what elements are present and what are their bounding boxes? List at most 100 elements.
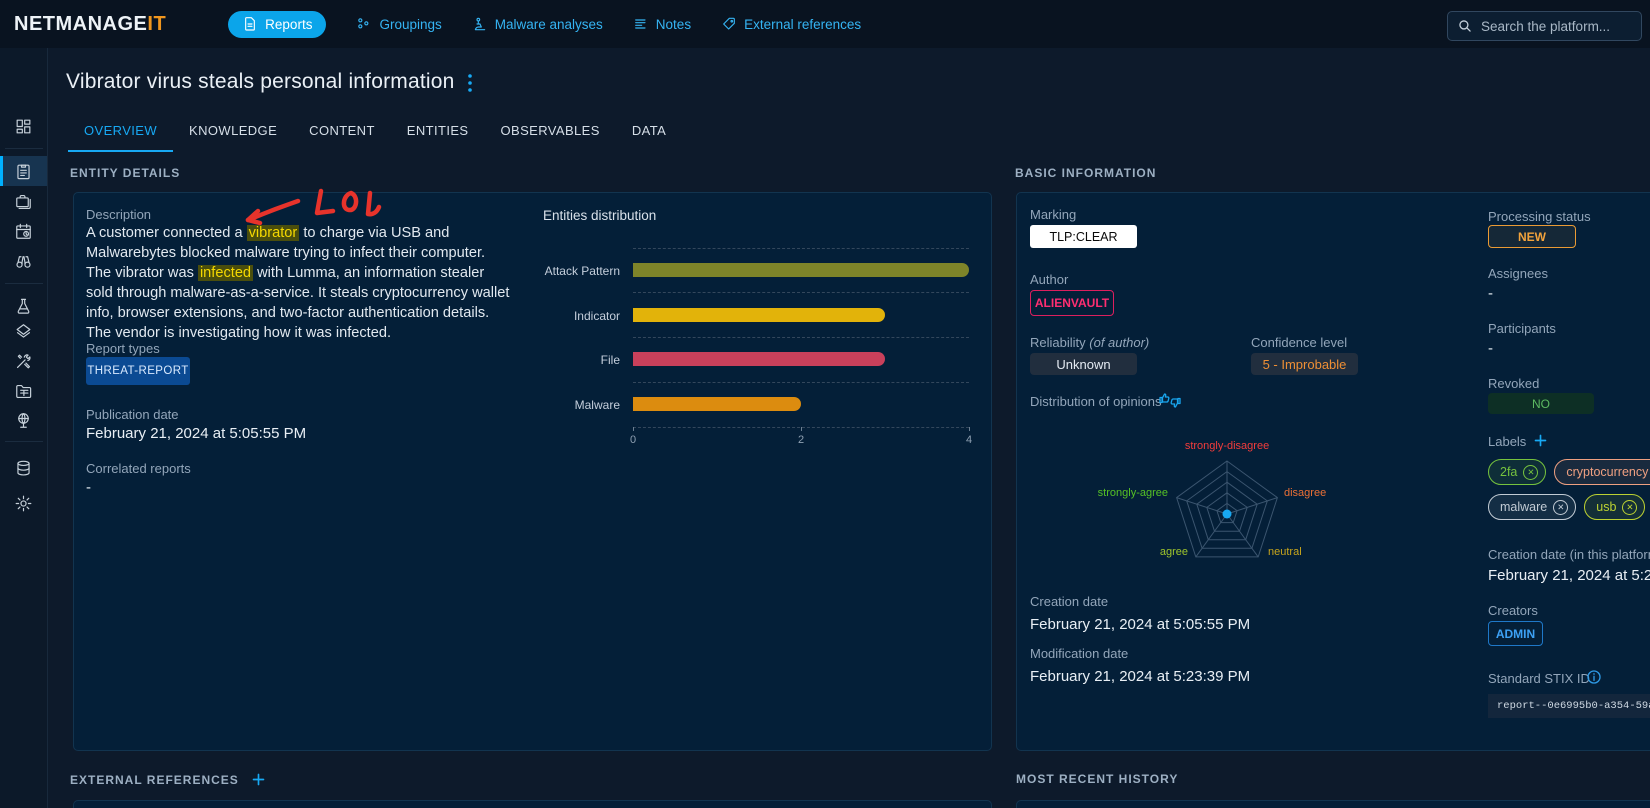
labels-label: Labels [1488, 434, 1527, 449]
publication-date-label: Publication date [86, 407, 179, 422]
add-external-reference-button[interactable] [251, 772, 266, 787]
tab-data[interactable]: DATA [631, 122, 667, 138]
sidebar-item-cases[interactable] [0, 186, 47, 216]
app-logo[interactable]: NETMANAGEIT [14, 12, 167, 35]
sidebar-item-threats[interactable] [0, 291, 47, 321]
search-input[interactable] [1481, 18, 1631, 34]
add-label-button[interactable] [1533, 433, 1548, 448]
report-types-label: Report types [86, 341, 160, 356]
data-icon [14, 459, 33, 478]
entity-details-panel: Description A customer connected a vibra… [73, 192, 992, 751]
description-text: A customer connected a vibrator to charg… [86, 223, 512, 343]
author-chip[interactable]: ALIENVAULT [1030, 290, 1114, 316]
label-text: 2fa [1500, 465, 1518, 479]
bar-category-label: Attack Pattern [544, 264, 620, 278]
label-chip-cryptocurrency[interactable]: cryptocurrency✕ [1554, 459, 1650, 485]
processing-status-label: Processing status [1488, 209, 1591, 224]
revoked-label: Revoked [1488, 376, 1540, 391]
tab-observables[interactable]: OBSERVABLES [500, 122, 600, 138]
correlated-reports-label: Correlated reports [86, 461, 191, 476]
arsenal-icon [14, 322, 33, 341]
bar-malware [633, 397, 801, 412]
remove-label-icon[interactable]: ✕ [1622, 499, 1638, 515]
platform-search[interactable] [1447, 11, 1642, 41]
remove-label-icon[interactable]: ✕ [1523, 464, 1539, 480]
nav-groupings[interactable]: Groupings [356, 16, 442, 32]
tab-knowledge[interactable]: KNOWLEDGE [189, 122, 278, 138]
radar-data-point [1222, 509, 1232, 519]
label-chip-malware[interactable]: malware ✕ [1488, 494, 1577, 520]
bar-category-label: File [600, 353, 620, 368]
marking-label: Marking [1030, 207, 1077, 222]
external-references-icon [721, 16, 737, 32]
nav-reports[interactable]: Reports [228, 10, 327, 38]
chart-gridline [633, 337, 969, 338]
groupings-icon [356, 16, 372, 32]
sidebar-item-observations[interactable] [0, 246, 47, 276]
creators-label: Creators [1488, 603, 1538, 618]
axis-tick [969, 427, 970, 431]
page-title: Vibrator virus steals personal informati… [66, 70, 455, 93]
tab-overview[interactable]: OVERVIEW [68, 108, 174, 152]
sidebar-item-entities[interactable] [0, 376, 47, 406]
sidebar-item-analyses[interactable] [0, 156, 47, 186]
sidebar-item-data[interactable] [0, 453, 47, 483]
chart-gridline [633, 248, 969, 249]
bar-category-label: Malware [574, 398, 620, 413]
top-nav: Reports Groupings Malware analyses Notes… [228, 10, 861, 38]
entities-distribution-title: Entities distribution [543, 208, 657, 223]
confidence-chip: 5 - Improbable [1251, 353, 1358, 375]
locations-icon [14, 411, 33, 430]
most-recent-history-panel [1016, 800, 1650, 808]
tab-content[interactable]: CONTENT [309, 122, 375, 138]
tab-entities[interactable]: ENTITIES [406, 122, 469, 138]
report-tabs: OVERVIEW KNOWLEDGE CONTENT ENTITIES OBSE… [68, 108, 682, 152]
label-chip-2fa[interactable]: 2fa ✕ [1488, 459, 1547, 485]
notes-icon [633, 16, 649, 32]
nav-notes[interactable]: Notes [633, 16, 691, 32]
sidebar-item-events[interactable] [0, 216, 47, 246]
label-text: malware [1500, 500, 1548, 514]
title-menu-button[interactable] [467, 71, 473, 93]
reports-icon [242, 16, 258, 32]
settings-icon [14, 494, 33, 513]
label-text: usb [1596, 500, 1617, 514]
label-chip-usb[interactable]: usb ✕ [1584, 494, 1646, 520]
cases-icon [14, 192, 33, 211]
description-highlight: infected [197, 265, 254, 281]
bar-indicator [633, 307, 885, 322]
assignees-label: Assignees [1488, 266, 1548, 281]
events-icon [14, 222, 33, 241]
sidebar-item-dashboard[interactable] [0, 111, 47, 141]
description-label: Description [86, 207, 152, 222]
creation-date-label: Creation date [1030, 594, 1109, 609]
sidebar-item-settings[interactable] [0, 488, 47, 518]
chart-gridline [633, 292, 969, 293]
nav-external-references[interactable]: External references [721, 16, 861, 32]
stix-id-label: Standard STIX ID [1488, 671, 1590, 686]
radar-axis-strongly-agree: strongly-agree [1097, 487, 1168, 499]
processing-status-chip[interactable]: NEW [1488, 225, 1576, 248]
description-segment: with Lumma, an information stealer sold … [86, 265, 510, 341]
creator-chip[interactable]: ADMIN [1488, 621, 1543, 646]
modification-date-value: February 21, 2024 at 5:23:39 PM [1030, 668, 1251, 685]
sidebar-item-arsenal[interactable] [0, 316, 47, 346]
radar-axis-disagree: disagree [1284, 487, 1327, 499]
info-icon[interactable] [1586, 669, 1602, 685]
revoked-chip: NO [1488, 393, 1594, 414]
axis-tick-label: 2 [797, 434, 805, 446]
sidebar-item-techniques[interactable] [0, 346, 47, 376]
reliability-chip: Unknown [1030, 353, 1137, 375]
nav-malware-analyses[interactable]: Malware analyses [472, 16, 603, 32]
entities-icon [14, 382, 33, 401]
thumbs-up-down-icon[interactable] [1159, 392, 1181, 409]
external-references-panel [73, 800, 992, 808]
label-text: cryptocurrency [1566, 465, 1649, 479]
dashboard-icon [14, 117, 33, 136]
sidebar-item-locations[interactable] [0, 405, 47, 435]
remove-label-icon[interactable]: ✕ [1553, 499, 1569, 515]
techniques-icon [14, 352, 33, 371]
description-segment: A customer connected a [86, 225, 247, 241]
radar-axis-neutral: neutral [1268, 546, 1302, 558]
radar-axis-strongly-disagree: strongly-disagree [1184, 440, 1270, 452]
